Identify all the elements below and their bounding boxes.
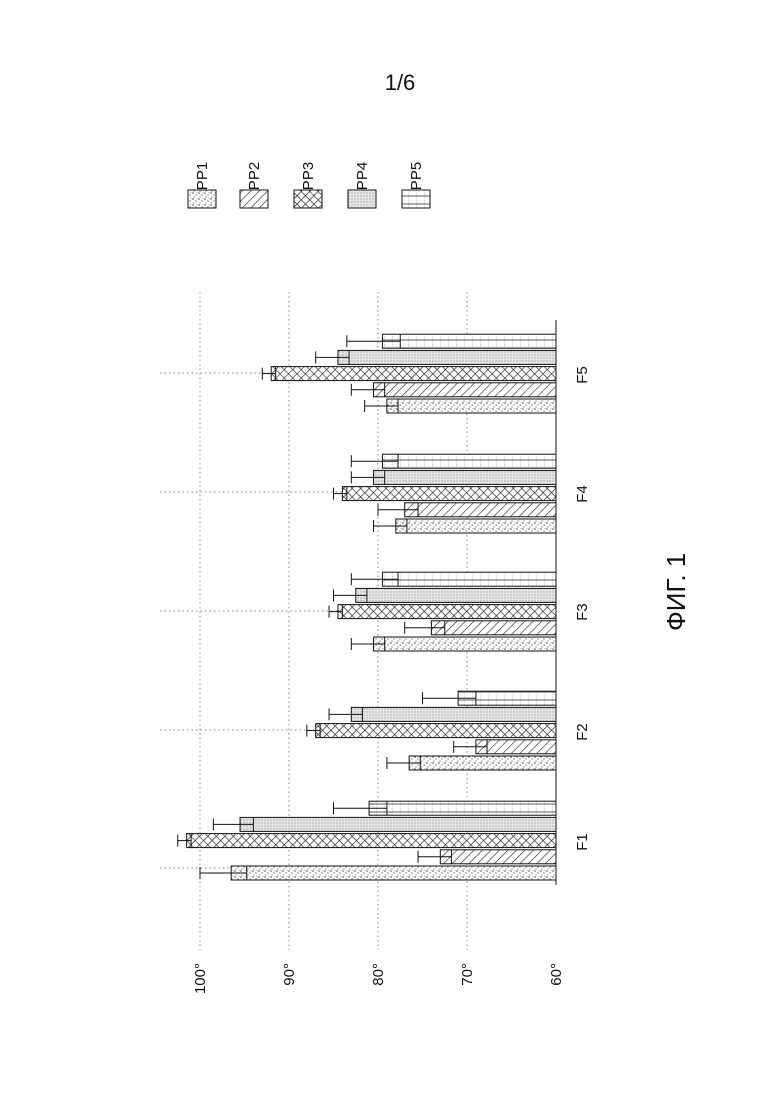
category-label-f1: F1 <box>574 833 591 851</box>
legend-label-pp2: PP2 <box>246 162 263 190</box>
bar-pp1-f2 <box>409 756 556 770</box>
bar-pp3-f3 <box>338 605 556 619</box>
legend-label-pp1: PP1 <box>194 162 211 190</box>
bar-pp5-f1 <box>369 801 556 815</box>
bar-pp1-f1 <box>231 866 556 880</box>
bar-pp2-f1 <box>440 850 556 864</box>
bar-pp1-f4 <box>396 519 556 533</box>
bar-pp4-f1 <box>240 817 556 831</box>
category-label-f3: F3 <box>574 603 591 621</box>
category-label-f2: F2 <box>574 723 591 741</box>
legend-swatch-pp5 <box>402 190 430 208</box>
bar-pp2-f3 <box>431 621 556 635</box>
bar-pp3-f5 <box>271 367 556 381</box>
bar-pp4-f3 <box>356 588 556 602</box>
value-tick-label: 80° <box>370 963 387 986</box>
legend-swatch-pp2 <box>240 190 268 208</box>
legend-label-pp4: PP4 <box>354 162 371 190</box>
legend-swatch-pp1 <box>188 190 216 208</box>
category-label-f5: F5 <box>574 366 591 384</box>
figure-caption: ФИГ. 1 <box>651 571 701 631</box>
bar-pp2-f4 <box>405 503 556 517</box>
legend-label-pp3: PP3 <box>300 162 317 190</box>
bar-pp3-f1 <box>187 834 556 848</box>
bar-pp4-f4 <box>374 470 556 484</box>
bar-pp1-f3 <box>374 637 556 651</box>
bar-pp4-f2 <box>351 707 556 721</box>
category-label-f4: F4 <box>574 485 591 503</box>
value-tick-label: 60° <box>548 963 565 986</box>
bar-pp5-f4 <box>382 454 556 468</box>
bar-pp2-f5 <box>374 383 556 397</box>
bar-pp5-f3 <box>382 572 556 586</box>
value-tick-label: 90° <box>281 963 298 986</box>
bar-pp2-f2 <box>476 740 556 754</box>
bar-pp1-f5 <box>387 399 556 413</box>
bar-pp3-f2 <box>316 724 556 738</box>
legend-swatch-pp3 <box>294 190 322 208</box>
bar-pp3-f4 <box>342 487 556 501</box>
bar-pp4-f5 <box>338 350 556 364</box>
legend-swatch-pp4 <box>348 190 376 208</box>
value-tick-label: 100° <box>192 963 209 994</box>
legend-label-pp5: PP5 <box>408 162 425 190</box>
value-tick-label: 70° <box>459 963 476 986</box>
bar-pp5-f5 <box>382 334 556 348</box>
